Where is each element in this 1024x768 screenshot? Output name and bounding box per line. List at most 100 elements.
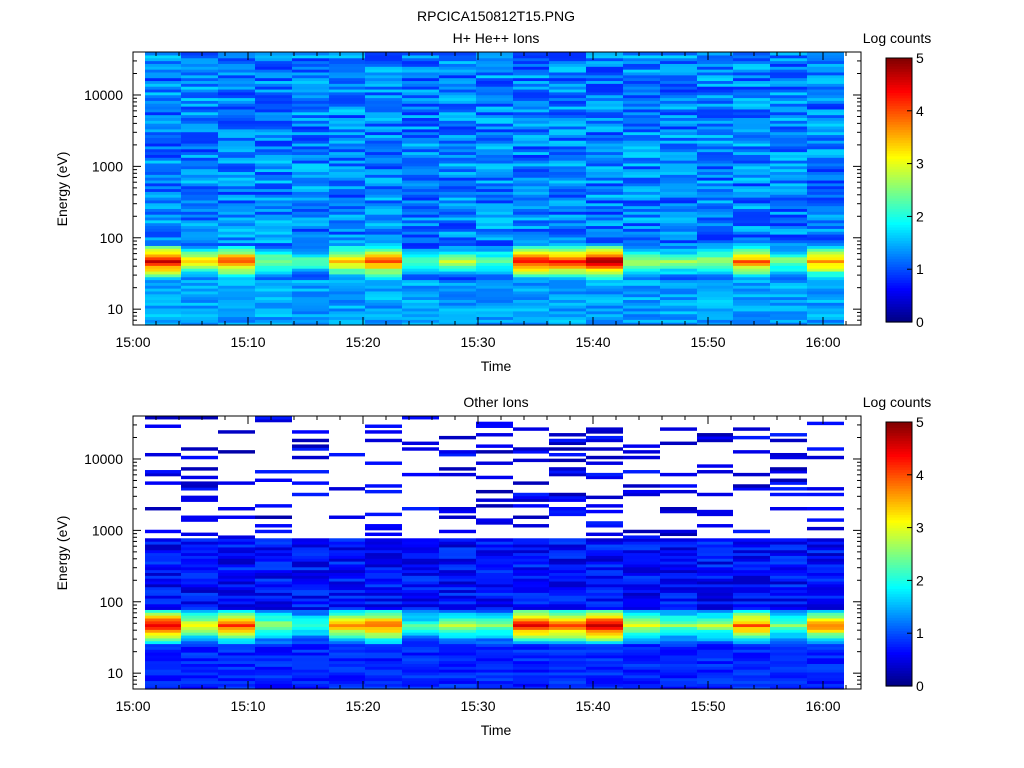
heatmap-cell xyxy=(549,245,586,249)
heatmap-cell xyxy=(513,120,549,124)
heatmap-cell xyxy=(365,83,402,87)
heatmap-cell xyxy=(402,236,439,241)
heatmap-cell xyxy=(770,131,807,136)
heatmap-cell xyxy=(145,481,181,485)
heatmap-cell xyxy=(365,319,402,323)
heatmap-cell xyxy=(549,509,586,514)
heatmap-cell xyxy=(733,606,770,610)
heatmap-cell xyxy=(697,637,733,642)
heatmap-cell xyxy=(365,268,402,272)
heatmap-cell xyxy=(807,623,844,628)
heatmap-cell xyxy=(513,185,549,190)
heatmap-cell xyxy=(733,549,770,554)
heatmap-cell xyxy=(697,273,733,278)
heatmap-cell xyxy=(402,307,439,312)
heatmap-cell xyxy=(807,626,844,630)
heatmap-cell xyxy=(476,174,513,178)
x-axis-label: Time xyxy=(481,722,512,738)
heatmap-cell xyxy=(770,188,807,192)
heatmap-cell xyxy=(513,660,549,664)
heatmap-cell xyxy=(439,595,476,599)
heatmap-cell xyxy=(733,427,770,431)
colorbar-swatch xyxy=(886,250,912,254)
heatmap-cell xyxy=(181,538,218,542)
heatmap-cell xyxy=(255,578,292,582)
colorbar-swatch xyxy=(886,451,912,455)
heatmap-cell xyxy=(807,211,844,215)
heatmap-cell xyxy=(145,94,181,99)
heatmap-cell xyxy=(218,285,255,289)
heatmap-cell xyxy=(513,171,549,175)
heatmap-cell xyxy=(329,572,365,576)
heatmap-cell xyxy=(329,117,365,121)
heatmap-cell xyxy=(549,108,586,113)
heatmap-cell xyxy=(623,637,660,642)
heatmap-cell xyxy=(255,276,292,281)
heatmap-cell xyxy=(365,60,402,64)
heatmap-cell xyxy=(513,279,549,283)
colorbar-swatch xyxy=(886,503,912,508)
heatmap-cell xyxy=(770,251,807,255)
heatmap-cell xyxy=(549,162,586,167)
heatmap-cell xyxy=(697,216,733,221)
heatmap-cell xyxy=(365,157,402,161)
heatmap-cell xyxy=(439,157,476,161)
heatmap-cell xyxy=(770,592,807,596)
heatmap-cell xyxy=(145,316,181,320)
heatmap-cell xyxy=(255,143,292,147)
heatmap-cell xyxy=(660,598,697,602)
heatmap-cell xyxy=(807,322,844,326)
heatmap-cell xyxy=(549,603,586,608)
heatmap-cell xyxy=(292,299,329,303)
y-tick-label: 1000 xyxy=(92,522,123,538)
heatmap-cell xyxy=(549,572,586,576)
heatmap-cell xyxy=(549,100,586,104)
heatmap-cell xyxy=(329,137,365,141)
heatmap-cell xyxy=(733,580,770,585)
heatmap-cell xyxy=(145,208,181,212)
heatmap-cell xyxy=(807,561,844,565)
heatmap-cell xyxy=(476,296,513,300)
heatmap-cell xyxy=(255,634,292,639)
heatmap-cell xyxy=(292,253,329,258)
heatmap-cell xyxy=(770,177,807,181)
heatmap-cell xyxy=(623,211,660,215)
heatmap-cell xyxy=(439,251,476,255)
heatmap-cell xyxy=(145,634,181,639)
heatmap-cell xyxy=(586,108,623,113)
heatmap-cell xyxy=(181,177,218,181)
colorbar-swatch xyxy=(886,319,912,323)
heatmap-cell xyxy=(697,276,733,281)
heatmap-cell xyxy=(513,450,549,454)
heatmap-cell xyxy=(181,467,218,471)
heatmap-cell xyxy=(623,592,660,596)
heatmap-cell xyxy=(145,310,181,315)
heatmap-cell xyxy=(807,580,844,585)
heatmap-cell xyxy=(439,143,476,147)
heatmap-cell xyxy=(623,171,660,175)
x-tick-label: 15:30 xyxy=(460,334,495,350)
heatmap-cell xyxy=(402,188,439,192)
heatmap-cell xyxy=(402,165,439,170)
heatmap-cell xyxy=(586,88,623,93)
heatmap-cell xyxy=(365,626,402,630)
heatmap-cell xyxy=(292,83,329,87)
heatmap-cell xyxy=(549,293,586,298)
heatmap-cell xyxy=(218,543,255,548)
heatmap-cell xyxy=(807,447,844,451)
heatmap-cell xyxy=(365,580,402,585)
heatmap-cell xyxy=(476,293,513,298)
heatmap-cell xyxy=(365,646,402,650)
heatmap-cell xyxy=(807,179,844,184)
heatmap-cell xyxy=(697,558,733,562)
heatmap-cell xyxy=(255,219,292,224)
heatmap-cell xyxy=(586,91,623,96)
heatmap-cell xyxy=(623,566,660,571)
heatmap-cell xyxy=(623,609,660,613)
heatmap-cell xyxy=(181,561,218,565)
colorbar-tick-label: 3 xyxy=(916,156,924,172)
heatmap-cell xyxy=(733,128,770,133)
heatmap-cell xyxy=(292,293,329,298)
heatmap-cell xyxy=(365,438,402,443)
heatmap-cell xyxy=(549,185,586,190)
